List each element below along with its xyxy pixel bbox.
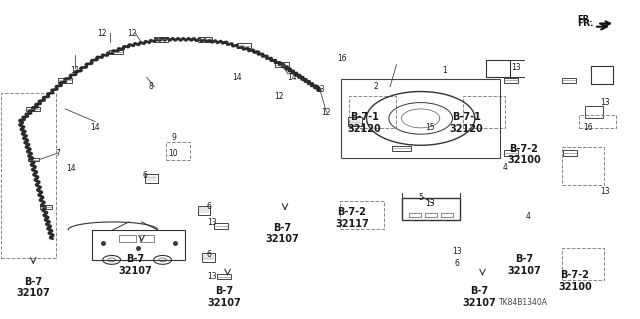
Text: 13: 13 <box>425 199 435 208</box>
Bar <box>585 106 603 118</box>
Bar <box>340 201 384 229</box>
Text: 16: 16 <box>337 54 347 63</box>
Bar <box>441 213 452 217</box>
Bar <box>26 107 40 111</box>
Bar <box>166 142 190 160</box>
Bar <box>463 96 505 128</box>
Bar <box>202 253 215 262</box>
Bar <box>425 213 436 217</box>
Text: TK84B1340A: TK84B1340A <box>499 298 548 307</box>
Bar <box>237 43 250 48</box>
Text: 10: 10 <box>168 149 179 158</box>
Bar <box>1 93 56 257</box>
Text: B-7-2
32100: B-7-2 32100 <box>507 144 541 165</box>
Text: 12: 12 <box>322 108 331 116</box>
Bar <box>341 79 500 158</box>
Bar <box>504 78 518 83</box>
Bar <box>145 174 157 183</box>
Text: B-7
32107: B-7 32107 <box>265 223 299 244</box>
Text: 4: 4 <box>502 163 508 172</box>
Bar <box>561 78 575 83</box>
Bar <box>109 50 123 54</box>
Text: 7: 7 <box>55 149 60 158</box>
Bar <box>154 37 168 42</box>
Bar <box>579 115 616 128</box>
Text: 12: 12 <box>274 92 284 101</box>
Bar <box>28 158 39 161</box>
Bar <box>140 235 154 242</box>
Text: 12: 12 <box>97 28 107 38</box>
Text: 14: 14 <box>90 123 100 132</box>
Text: 14: 14 <box>66 165 76 174</box>
Bar <box>504 150 518 156</box>
Bar <box>562 147 604 185</box>
Bar <box>218 274 232 279</box>
Bar <box>486 60 510 77</box>
Text: FR.: FR. <box>577 15 593 24</box>
Text: B-7
32107: B-7 32107 <box>118 254 152 276</box>
Bar <box>198 37 212 42</box>
Text: B-7-2
32117: B-7-2 32117 <box>335 207 369 228</box>
Bar <box>119 235 136 242</box>
Text: 14: 14 <box>232 73 242 82</box>
Text: B-7-1
32120: B-7-1 32120 <box>348 112 381 134</box>
Text: 6: 6 <box>206 250 211 259</box>
Text: 14: 14 <box>287 73 297 82</box>
Text: 5: 5 <box>419 193 423 202</box>
Text: 13: 13 <box>207 218 216 227</box>
Bar <box>401 198 460 219</box>
Text: 2: 2 <box>374 82 378 91</box>
Bar <box>562 248 604 280</box>
Bar <box>392 145 411 151</box>
Bar <box>214 223 228 229</box>
Text: 6: 6 <box>454 259 460 268</box>
Text: 13: 13 <box>511 63 521 72</box>
Bar <box>198 206 211 214</box>
Text: 13: 13 <box>452 247 462 256</box>
Text: FR.: FR. <box>577 19 594 28</box>
Text: 6: 6 <box>206 203 211 211</box>
Text: B-7
32107: B-7 32107 <box>507 254 541 276</box>
Text: B-7
32107: B-7 32107 <box>463 286 496 308</box>
Text: 9: 9 <box>171 133 176 142</box>
Text: 13: 13 <box>207 272 216 281</box>
Text: 11: 11 <box>70 66 79 76</box>
Bar <box>349 96 396 128</box>
Bar <box>348 117 362 126</box>
Text: B-7
32107: B-7 32107 <box>17 277 50 298</box>
Text: 16: 16 <box>583 123 593 132</box>
Text: 13: 13 <box>600 187 610 196</box>
Bar <box>92 230 184 260</box>
Bar <box>275 62 289 67</box>
Text: 1: 1 <box>442 66 447 76</box>
Text: 4: 4 <box>525 212 530 221</box>
Text: B-7
32107: B-7 32107 <box>207 286 241 308</box>
Bar <box>591 66 613 84</box>
Text: 13: 13 <box>315 85 325 94</box>
Text: B-7-1
32120: B-7-1 32120 <box>450 112 483 134</box>
Bar <box>58 78 72 83</box>
Bar <box>409 213 420 217</box>
Bar <box>40 205 52 209</box>
Text: 13: 13 <box>600 98 610 107</box>
Bar <box>563 150 577 156</box>
Text: 15: 15 <box>425 123 435 132</box>
Text: 6: 6 <box>142 171 147 180</box>
Text: 8: 8 <box>148 82 154 91</box>
Text: 3: 3 <box>361 123 366 132</box>
Text: 12: 12 <box>127 28 137 38</box>
Text: B-7-2
32100: B-7-2 32100 <box>558 270 592 292</box>
